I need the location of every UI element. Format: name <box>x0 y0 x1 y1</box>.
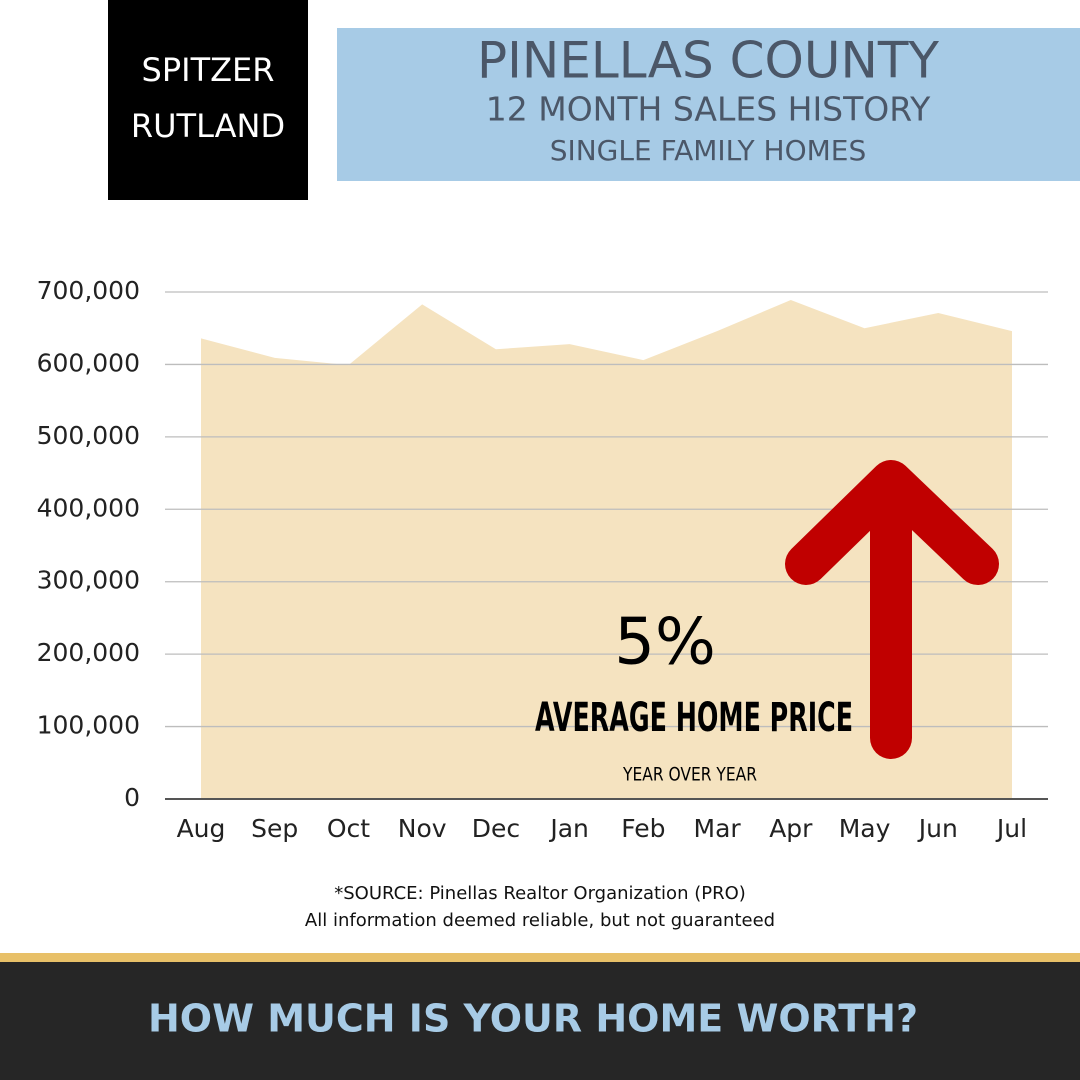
x-tick-label: Mar <box>694 814 742 843</box>
y-tick-label: 400,000 <box>37 493 140 522</box>
y-tick-label: 600,000 <box>37 348 140 377</box>
x-tick-label: Jul <box>995 814 1027 843</box>
y-tick-label: 200,000 <box>37 638 140 667</box>
source-text: *SOURCE: Pinellas Realtor Organization (… <box>334 883 746 904</box>
x-tick-label: Oct <box>327 814 370 843</box>
chart-title: PINELLAS COUNTY <box>477 32 939 90</box>
arrow <box>785 460 999 759</box>
x-tick-label: May <box>839 814 891 843</box>
footer-stripe <box>0 953 1080 963</box>
logo-text: SPITZER <box>142 51 275 89</box>
arrow-head <box>785 460 999 585</box>
footer-text[interactable]: HOW MUCH IS YOUR HOME WORTH? <box>148 997 918 1041</box>
y-tick-label: 700,000 <box>37 276 140 305</box>
x-tick-label: Jun <box>917 814 958 843</box>
x-tick-label: Apr <box>769 814 813 843</box>
x-tick-label: Jan <box>548 814 589 843</box>
y-tick-label: 100,000 <box>37 711 140 740</box>
footer-bar <box>0 962 1080 1080</box>
annotation-label: AVERAGE HOME PRICE <box>535 695 853 741</box>
annotation-percent: 5% <box>614 606 716 680</box>
area <box>201 299 1012 799</box>
x-tick-label: Nov <box>398 814 447 843</box>
x-tick-label: Aug <box>177 814 226 843</box>
source-text: All information deemed reliable, but not… <box>305 910 775 931</box>
chart-subtitle: 12 MONTH SALES HISTORY <box>486 90 931 129</box>
title-box <box>337 28 1080 181</box>
y-tick-label: 0 <box>124 783 140 812</box>
annotation-sub: YEAR OVER YEAR <box>622 764 757 786</box>
chart-subtitle: SINGLE FAMILY HOMES <box>550 134 867 167</box>
x-tick-label: Dec <box>472 814 520 843</box>
y-tick-label: 500,000 <box>37 421 140 450</box>
logo-box <box>108 0 308 200</box>
y-tick-label: 300,000 <box>37 566 140 595</box>
x-tick-label: Sep <box>251 814 298 843</box>
x-tick-label: Feb <box>621 814 665 843</box>
logo-text: RUTLAND <box>131 107 285 145</box>
